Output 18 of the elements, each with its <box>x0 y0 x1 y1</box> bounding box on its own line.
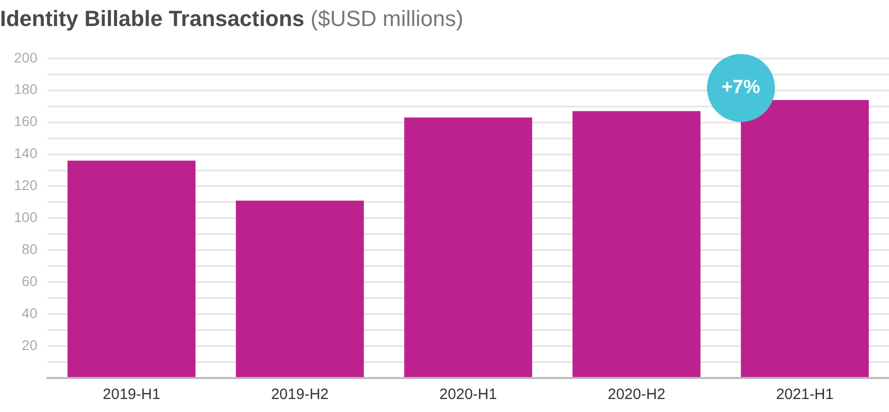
y-tick-label: 180 <box>14 81 38 98</box>
circle-badge: +7% <box>706 54 775 122</box>
x-tick-label: 2021-H1 <box>776 386 834 404</box>
chart-title: Identity Billable Transactions <box>0 6 304 31</box>
y-tick-label: 120 <box>14 177 38 194</box>
x-tick-label: 2020-H1 <box>439 386 497 404</box>
y-tick-label: 100 <box>14 209 38 226</box>
y-tick-label: 40 <box>22 304 38 321</box>
x-tick-label: 2019-H2 <box>271 386 329 404</box>
x-tick-label: 2019-H1 <box>102 386 160 404</box>
chart-subtitle: ($USD millions) <box>310 6 464 31</box>
y-tick-label: 60 <box>22 272 38 289</box>
y-tick-label: 140 <box>14 145 38 162</box>
y-tick-label: 200 <box>14 49 38 66</box>
y-tick-label: 80 <box>22 241 38 258</box>
y-tick-label: 20 <box>22 336 38 353</box>
x-tick-label: 2020-H2 <box>608 386 666 404</box>
y-tick-label: 160 <box>14 113 38 130</box>
